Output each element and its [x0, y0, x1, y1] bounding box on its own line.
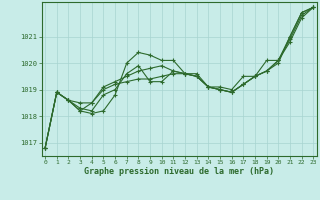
X-axis label: Graphe pression niveau de la mer (hPa): Graphe pression niveau de la mer (hPa): [84, 167, 274, 176]
